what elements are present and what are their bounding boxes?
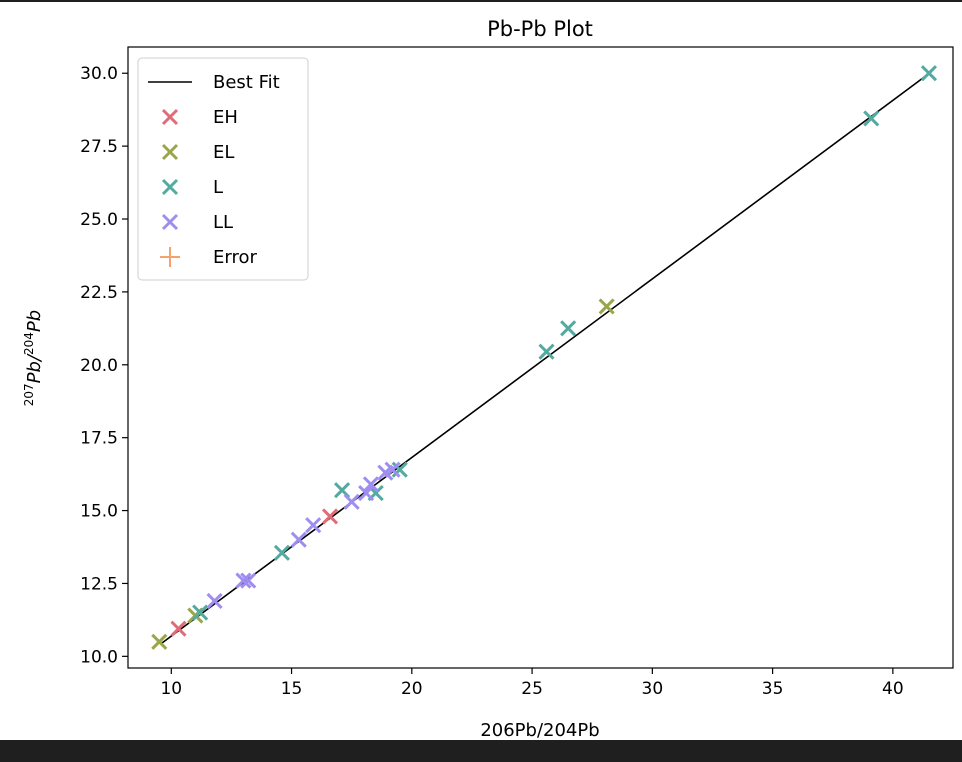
y-tick-label: 15.0 (80, 502, 118, 522)
data-point-l (560, 320, 577, 337)
data-point-eh (321, 508, 339, 525)
legend-x-marker (161, 178, 179, 196)
plot-area-frame (127, 46, 954, 669)
data-point-eh (170, 620, 187, 637)
y-axis-title: 207Pb/204Pb (22, 310, 45, 406)
data-point-el (151, 633, 168, 650)
data-point-ll (384, 461, 401, 478)
legend-label: EL (213, 142, 234, 163)
legend-entry-el: EL (161, 142, 234, 163)
y-tick-label: 10.0 (80, 647, 118, 667)
window-top-bar (0, 0, 962, 2)
y-axis-title-sup-1: 207 (22, 383, 36, 406)
legend-x-marker (161, 143, 179, 161)
data-point-ll (290, 531, 307, 548)
data-point-l (273, 544, 290, 561)
data-point-l (920, 65, 938, 82)
legend-entry-l: L (161, 177, 223, 198)
data-point-ll (343, 493, 360, 510)
window-bottom-bar (0, 740, 962, 762)
data-point-l (192, 604, 209, 621)
legend-label: Best Fit (213, 72, 280, 93)
legend-entry-best-fit: Best Fit (148, 72, 280, 93)
y-tick-label: 27.5 (80, 137, 118, 157)
data-point-ll (358, 485, 375, 502)
y-tick-label: 25.0 (80, 210, 118, 230)
x-tick-label: 20 (401, 679, 423, 699)
data-point-ll (362, 476, 379, 493)
y-axis-title-part-1: Pb/ (24, 353, 45, 383)
legend-entry-error: Error (160, 247, 257, 268)
data-point-ll (206, 592, 223, 610)
legend-label: Error (213, 247, 257, 268)
data-point-l (538, 343, 555, 360)
legend-entry-ll: LL (161, 212, 233, 233)
x-axis-title: 206Pb/204Pb (480, 720, 599, 740)
y-tick-label: 22.5 (80, 283, 118, 303)
x-tick-label: 40 (882, 679, 904, 699)
legend-x-marker (161, 213, 179, 231)
legend-x-marker (161, 108, 179, 126)
chart-title: Pb-Pb Plot (487, 17, 593, 41)
data-point-ll (235, 572, 252, 589)
x-tick-label: 30 (642, 679, 664, 699)
y-axis-title-part-2: Pb (24, 310, 45, 332)
legend-label: L (213, 177, 223, 198)
x-tick-label: 10 (160, 679, 182, 699)
y-axis-title-sup-2: 204 (22, 332, 36, 355)
data-point-ll (240, 572, 257, 589)
data-point-l (863, 110, 880, 127)
pb-pb-chart: Pb-Pb Plot 10 15 20 25 30 35 40 10.0 12.5 15.0 17… (22, 17, 954, 740)
legend-label: EH (213, 107, 238, 128)
x-tick-label: 15 (281, 679, 303, 699)
best-fit-line (161, 71, 932, 644)
y-tick-label: 20.0 (80, 356, 118, 376)
legend-box (137, 57, 309, 281)
legend-plus-marker (160, 247, 180, 267)
y-tick-label: 30.0 (80, 64, 118, 84)
x-tick-label: 25 (521, 679, 543, 699)
data-point-ll (305, 517, 322, 534)
legend-label: LL (213, 212, 233, 233)
y-tick-label: 12.5 (80, 574, 118, 594)
legend-entry-eh: EH (161, 107, 238, 128)
y-tick-label: 17.5 (80, 429, 118, 449)
data-point-el (598, 298, 615, 315)
x-tick-label: 35 (762, 679, 784, 699)
